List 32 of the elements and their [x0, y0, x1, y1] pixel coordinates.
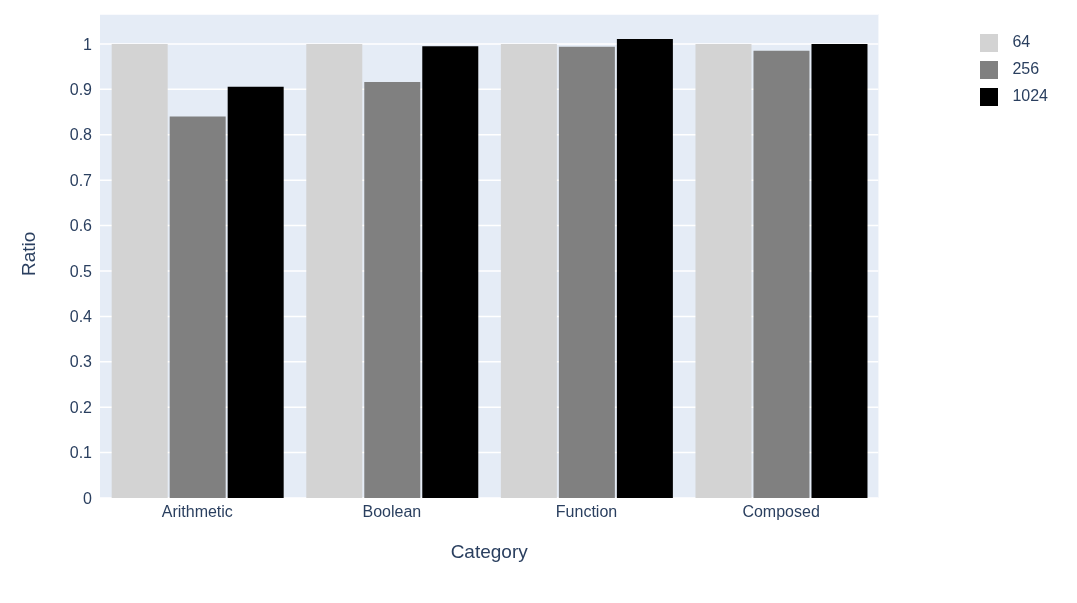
y-tick-label: 0.9	[69, 81, 93, 99]
bar	[364, 82, 421, 498]
y-tick-label: 0.6	[69, 217, 93, 235]
bar	[558, 46, 615, 498]
legend-label: 256	[1012, 60, 1040, 77]
x-tick-label: Function	[555, 503, 618, 521]
legend-label: 1024	[1012, 87, 1048, 104]
y-tick-label: 0.3	[69, 353, 93, 371]
y-tick-label: 0.5	[69, 262, 93, 280]
y-tick-label: 0.2	[69, 398, 93, 416]
bar	[811, 43, 868, 498]
bar	[753, 50, 810, 498]
y-tick-label: 0.1	[69, 444, 93, 462]
y-tick-label: 0.7	[69, 171, 93, 189]
bar	[227, 86, 284, 498]
y-tick-label: 0.4	[69, 308, 93, 326]
bar	[695, 43, 752, 498]
y-axis-title: Ratio	[17, 231, 39, 276]
bar	[306, 43, 363, 498]
x-axis-title: Category	[450, 541, 529, 562]
x-tick-label: Composed	[742, 503, 820, 521]
legend-label: 64	[1012, 33, 1031, 50]
x-tick-label: Boolean	[362, 503, 422, 521]
bar	[422, 46, 479, 498]
bar	[169, 116, 226, 498]
bar	[500, 43, 557, 498]
y-tick-label: 0	[83, 489, 93, 507]
x-tick-label: Arithmetic	[161, 503, 233, 521]
y-tick-label: 1	[83, 35, 93, 53]
bar	[111, 43, 168, 498]
y-tick-label: 0.8	[69, 126, 93, 144]
bar	[616, 38, 673, 498]
